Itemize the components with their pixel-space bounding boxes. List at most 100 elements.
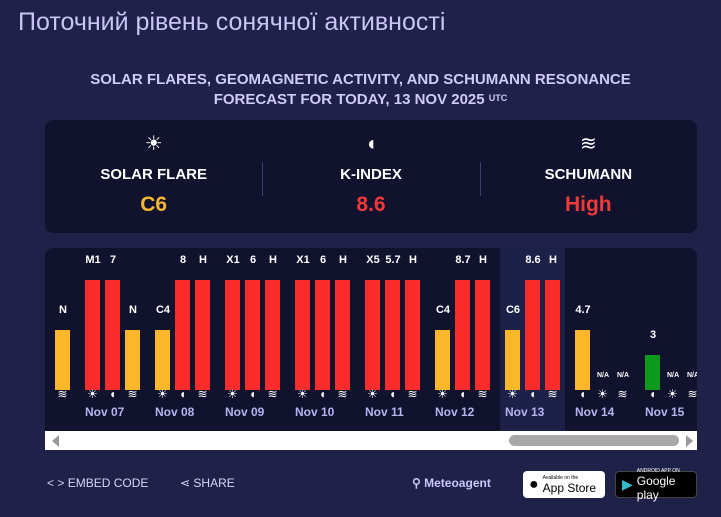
magnet-icon: ◖ bbox=[578, 387, 587, 401]
kindex-value-label: 5.7 bbox=[385, 254, 401, 266]
flare-value-label: M1 bbox=[85, 254, 101, 266]
schumann-value-label: N/A bbox=[616, 372, 630, 379]
flare-bar[interactable] bbox=[295, 280, 310, 390]
waves-icon: ≋ bbox=[407, 387, 418, 401]
waves-icon: ≋ bbox=[337, 387, 348, 401]
flare-bar[interactable] bbox=[85, 280, 100, 390]
google-play-badge[interactable]: ▶ ANDROID APP ON Google play bbox=[615, 468, 697, 502]
day-date-label: Nov 10 bbox=[295, 405, 335, 419]
flare-bar[interactable] bbox=[155, 330, 170, 390]
scroll-left-arrow-icon[interactable] bbox=[52, 435, 59, 447]
schumann-bar[interactable] bbox=[545, 280, 560, 390]
sun-icon: ☀ bbox=[157, 387, 168, 401]
sun-icon: ☀ bbox=[507, 387, 518, 401]
waves-icon: ≋ bbox=[547, 387, 558, 401]
waves-icon: ≋ bbox=[57, 387, 68, 401]
kindex-bar[interactable] bbox=[175, 280, 190, 390]
page-title: Поточний рівень сонячної активності bbox=[18, 8, 446, 36]
schumann-value-label: N bbox=[129, 304, 137, 316]
day-group: 4.7 ◖ N/A ☀ N/A ≋ Nov 14 bbox=[555, 248, 629, 431]
day-group: X1 ☀ 6 ◖ H ≋ Nov 09 bbox=[205, 248, 280, 431]
sun-icon: ☀ bbox=[437, 387, 448, 401]
schumann-bar[interactable] bbox=[55, 330, 70, 390]
flare-bar[interactable] bbox=[225, 280, 240, 390]
waves-icon: ≋ bbox=[197, 387, 208, 401]
day-group: C4 ☀ 8.7 ◖ H ≋ Nov 12 bbox=[415, 248, 490, 431]
kindex-bar[interactable] bbox=[525, 280, 540, 390]
kindex-value-label: 6 bbox=[319, 254, 327, 266]
flare-bar[interactable] bbox=[435, 330, 450, 390]
day-date-label: Nov 15 bbox=[645, 405, 685, 419]
day-group: 3 ◖ N/A ☀ N/A ≋ Nov 15 bbox=[625, 248, 697, 431]
magnet-icon: ◖ bbox=[108, 387, 117, 401]
flare-value-label: N/A bbox=[666, 372, 680, 379]
kindex-value-label: 8.6 bbox=[525, 254, 541, 266]
sun-icon: ☀ bbox=[667, 387, 678, 401]
day-group: X1 ☀ 6 ◖ H ≋ Nov 10 bbox=[275, 248, 350, 431]
sun-icon: ☀ bbox=[87, 387, 98, 401]
embed-code-button[interactable]: < > EMBED CODE bbox=[47, 476, 149, 490]
forecast-subtitle: SOLAR FLARES, GEOMAGNETIC ACTIVITY, AND … bbox=[90, 71, 631, 108]
day-date-label: Nov 14 bbox=[575, 405, 615, 419]
day-date-label: Nov 07 bbox=[85, 405, 125, 419]
app-store-badge[interactable]: ● Available on the App Store bbox=[523, 471, 605, 498]
schumann-bar[interactable] bbox=[125, 330, 140, 390]
sun-icon: ☀ bbox=[297, 387, 308, 401]
schumann-bar[interactable] bbox=[405, 280, 420, 390]
magnet-icon: ◖ bbox=[318, 387, 327, 401]
waves-icon: ≋ bbox=[127, 387, 138, 401]
day-date-label: Nov 09 bbox=[225, 405, 265, 419]
flare-bar[interactable] bbox=[505, 330, 520, 390]
magnet-icon: ◖ bbox=[528, 387, 537, 401]
flare-bar[interactable] bbox=[365, 280, 380, 390]
kindex-value-label: 8 bbox=[179, 254, 187, 266]
waves-icon: ≋ bbox=[687, 387, 697, 401]
scrollbar-thumb[interactable] bbox=[509, 435, 679, 446]
sun-icon: ☀ bbox=[227, 387, 238, 401]
schumann-card: ≋ SCHUMANN High bbox=[479, 120, 697, 233]
share-button[interactable]: ⋖ SHARE bbox=[180, 476, 235, 490]
schumann-bar[interactable] bbox=[195, 280, 210, 390]
kindex-bar[interactable] bbox=[645, 355, 660, 390]
schumann-value-label: N/A bbox=[686, 372, 697, 379]
flare-value-label: X1 bbox=[296, 254, 310, 266]
kindex-bar[interactable] bbox=[245, 280, 260, 390]
schumann-value-label: H bbox=[199, 254, 207, 266]
flare-value-label: X5 bbox=[366, 254, 380, 266]
waves-icon: ≋ bbox=[617, 387, 628, 401]
tripod-icon: ⚲ bbox=[412, 476, 421, 490]
schumann-bar[interactable] bbox=[335, 280, 350, 390]
kindex-bar[interactable] bbox=[315, 280, 330, 390]
magnet-icon: ◖ bbox=[648, 387, 657, 401]
flare-value-label: C6 bbox=[505, 304, 521, 316]
scroll-right-arrow-icon[interactable] bbox=[686, 435, 693, 447]
code-icon: < > bbox=[47, 476, 65, 490]
schumann-bar[interactable] bbox=[265, 280, 280, 390]
flare-value-label: N/A bbox=[596, 372, 610, 379]
waves-icon: ≋ bbox=[267, 387, 278, 401]
schumann-bar[interactable] bbox=[475, 280, 490, 390]
day-date-label: Nov 13 bbox=[505, 405, 545, 419]
day-group: N ≋ bbox=[45, 248, 70, 431]
kindex-value-label: 3 bbox=[649, 329, 657, 341]
flare-value-label: C4 bbox=[155, 304, 171, 316]
forecast-chart[interactable]: N ≋ M1 ☀ 7 ◖ N ≋ Nov 07 C4 ☀ 8 ◖ H ≋ Nov 08 X1 ☀ 6 ◖ H ≋ Nov 0… bbox=[45, 248, 697, 431]
kindex-bar[interactable] bbox=[455, 280, 470, 390]
waves-icon: ≋ bbox=[579, 133, 597, 155]
k-index-card: ◖ K-INDEX 8.6 bbox=[262, 120, 479, 233]
meteoagent-link[interactable]: ⚲ Meteoagent bbox=[412, 476, 491, 490]
kindex-bar[interactable] bbox=[575, 330, 590, 390]
kindex-value-label: 7 bbox=[109, 254, 117, 266]
magnet-icon: ◖ bbox=[178, 387, 187, 401]
day-group: X5 ☀ 5.7 ◖ H ≋ Nov 11 bbox=[345, 248, 420, 431]
schumann-value-label: H bbox=[409, 254, 417, 266]
magnet-icon: ◖ bbox=[364, 133, 378, 155]
kindex-bar[interactable] bbox=[105, 280, 120, 390]
solar-flare-card: ☀ SOLAR FLARE C6 bbox=[45, 120, 262, 233]
play-icon: ▶ bbox=[622, 476, 633, 492]
kindex-value-label: 8.7 bbox=[455, 254, 471, 266]
kindex-bar[interactable] bbox=[385, 280, 400, 390]
kindex-value-label: 6 bbox=[249, 254, 257, 266]
waves-icon: ≋ bbox=[477, 387, 488, 401]
chart-scrollbar[interactable] bbox=[45, 431, 697, 450]
